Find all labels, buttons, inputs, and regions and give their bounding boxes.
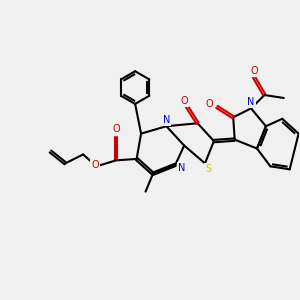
Text: S: S <box>205 164 211 174</box>
Text: O: O <box>250 66 258 76</box>
Text: O: O <box>91 160 99 170</box>
Text: N: N <box>178 163 185 173</box>
Text: O: O <box>180 96 188 106</box>
Text: O: O <box>112 124 120 134</box>
Text: N: N <box>163 115 170 125</box>
Text: O: O <box>206 99 213 109</box>
Text: N: N <box>248 97 255 107</box>
